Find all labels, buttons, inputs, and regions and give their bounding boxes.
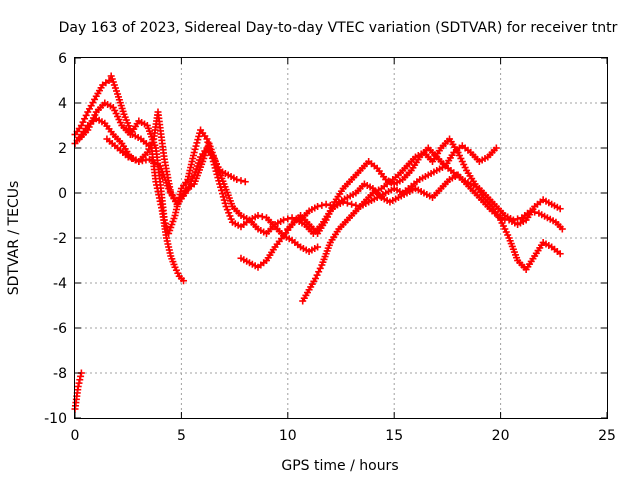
- trace-marker: [318, 201, 326, 209]
- y-tick-label: 2: [58, 141, 67, 157]
- trace-marker: [258, 213, 266, 221]
- trace-marker: [284, 215, 292, 223]
- y-tick-label: -8: [53, 366, 67, 382]
- y-tick-label: 4: [58, 96, 67, 112]
- trace-marker: [192, 142, 200, 150]
- data-point: [124, 153, 132, 161]
- trace-marker: [220, 196, 228, 204]
- y-tick-label: 0: [58, 186, 67, 202]
- data-point: [497, 214, 505, 222]
- trace-marker: [193, 139, 201, 147]
- x-tick-label: 25: [598, 428, 616, 444]
- data-point: [160, 216, 168, 224]
- trace-marker: [218, 186, 226, 194]
- x-tick-label: 5: [177, 428, 186, 444]
- plot-frame: [74, 57, 608, 419]
- data-point: [233, 176, 241, 183]
- trace-marker: [219, 193, 227, 201]
- y-tick-label: 6: [58, 51, 67, 67]
- trace-marker: [237, 177, 245, 185]
- trace-marker: [218, 190, 226, 198]
- data-point: [322, 200, 330, 208]
- data-point: [105, 77, 113, 84]
- y-tick-label: -2: [53, 231, 67, 247]
- series-track-g: [299, 135, 564, 305]
- data-point: [492, 144, 500, 152]
- trace-marker: [161, 219, 169, 227]
- data-point: [556, 250, 564, 258]
- x-axis-label: GPS time / hours: [281, 458, 398, 474]
- series-layer: [71, 72, 566, 413]
- trace-marker: [501, 215, 509, 223]
- x-tick-label: 15: [385, 428, 403, 444]
- trace-marker: [131, 156, 139, 164]
- data-point: [314, 243, 322, 251]
- trace-marker: [227, 215, 235, 223]
- data-point: [348, 200, 356, 208]
- y-tick-label: -6: [53, 321, 67, 337]
- y-tick-label: -4: [53, 276, 67, 292]
- trace-marker: [191, 145, 199, 153]
- data-point: [288, 214, 296, 222]
- data-point: [314, 203, 322, 210]
- series-track-h: [284, 171, 564, 237]
- y-tick-label: -10: [44, 411, 67, 427]
- data-point: [241, 178, 249, 186]
- data-point: [558, 225, 566, 233]
- y-axis-label: SDTVAR / TECUs: [6, 181, 22, 296]
- data-point: [190, 149, 198, 156]
- trace-marker: [194, 136, 202, 144]
- trace-marker: [225, 209, 233, 217]
- data-point: [203, 135, 211, 143]
- data-point: [180, 277, 188, 285]
- chart-title: Day 163 of 2023, Sidereal Day-to-day VTE…: [59, 20, 618, 36]
- data-point: [556, 205, 564, 213]
- trace-marker: [195, 132, 203, 140]
- x-tick-label: 20: [492, 428, 510, 444]
- tick-layer: 0 5 10 15 20 25 -10 -8 -6 -4 -2 0 2 4 6: [44, 51, 616, 444]
- x-tick-label: 0: [71, 428, 80, 444]
- data-point: [280, 216, 288, 224]
- data-point: [254, 212, 262, 219]
- trace-marker: [226, 212, 234, 220]
- data-point: [222, 203, 230, 210]
- trace-marker: [223, 206, 231, 214]
- trace-marker: [221, 199, 229, 207]
- trace-marker: [128, 155, 136, 162]
- x-tick-label: 10: [279, 428, 297, 444]
